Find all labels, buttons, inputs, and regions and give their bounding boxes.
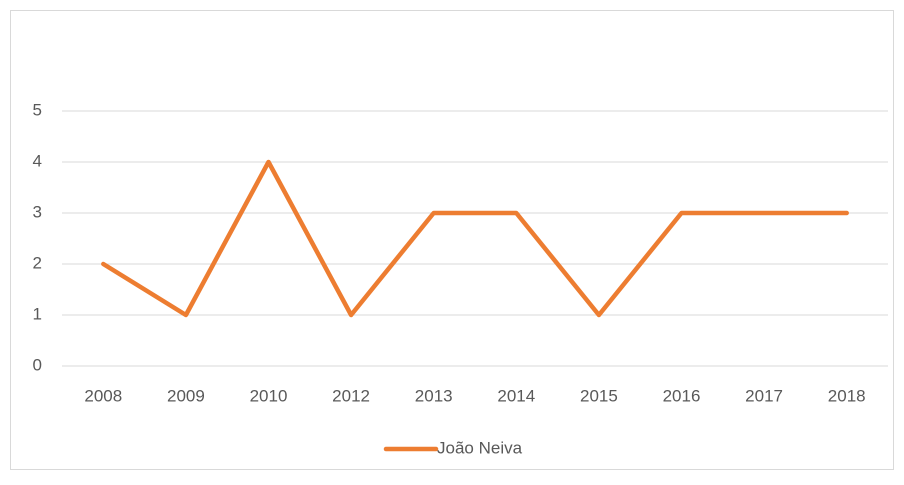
- y-tick-label: 5: [33, 100, 42, 119]
- legend-label: João Neiva: [437, 438, 523, 457]
- line-series: [101, 159, 849, 318]
- x-tick-label: 2012: [332, 386, 370, 405]
- x-tick-label: 2014: [497, 386, 535, 405]
- x-tick-label: 2017: [745, 386, 783, 405]
- x-tick-label: 2008: [84, 386, 122, 405]
- y-tick-label: 3: [33, 202, 42, 221]
- x-tick-label: 2009: [167, 386, 205, 405]
- y-tick-label: 0: [33, 355, 42, 374]
- x-tick-label: 2016: [663, 386, 701, 405]
- chart-border: [10, 10, 894, 470]
- x-tick-label: 2015: [580, 386, 618, 405]
- y-tick-label: 4: [33, 151, 42, 170]
- y-tick-label: 1: [33, 304, 42, 323]
- x-tick-label: 2010: [250, 386, 288, 405]
- y-tick-label: 2: [33, 253, 42, 272]
- x-tick-label: 2013: [415, 386, 453, 405]
- x-tick-label: 2018: [828, 386, 866, 405]
